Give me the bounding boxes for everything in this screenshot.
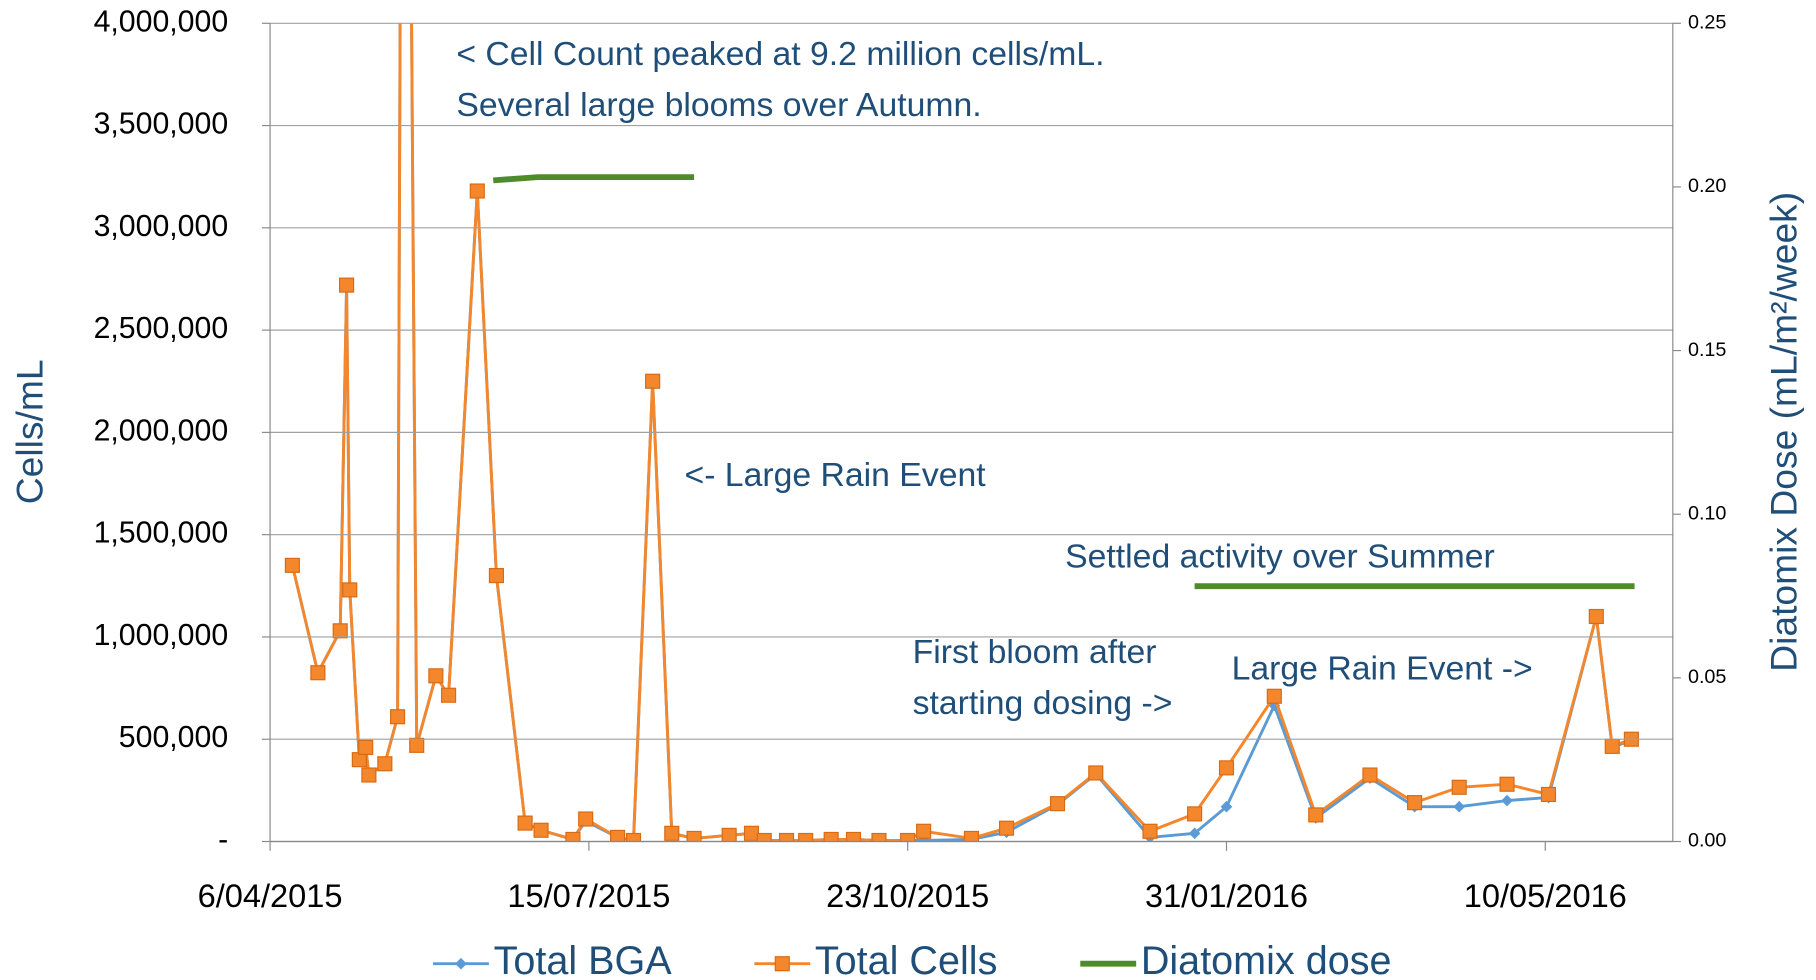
x-tick-label: 23/10/2015 bbox=[826, 877, 989, 914]
y2-tick-label: 0.10 bbox=[1688, 502, 1726, 524]
data-point bbox=[533, 822, 549, 838]
y2-tick-label: 0.05 bbox=[1688, 666, 1726, 688]
y2-tick-label: 0.20 bbox=[1688, 175, 1726, 197]
data-point bbox=[339, 277, 355, 293]
data-point bbox=[1540, 786, 1557, 803]
y-tick-label: - bbox=[218, 823, 228, 856]
data-point bbox=[332, 623, 348, 639]
plot-area bbox=[284, 23, 1639, 842]
data-point bbox=[1142, 823, 1158, 839]
data-point bbox=[441, 687, 457, 703]
data-point bbox=[488, 568, 504, 584]
data-point bbox=[1362, 767, 1378, 783]
annotation: Several large blooms over Autumn. bbox=[456, 86, 981, 124]
data-point bbox=[358, 739, 374, 755]
data-point bbox=[743, 825, 760, 841]
data-point bbox=[1453, 800, 1466, 813]
data-point bbox=[342, 582, 358, 598]
y-tick-label: 4,000,000 bbox=[94, 5, 229, 38]
data-point bbox=[686, 830, 702, 842]
data-point bbox=[610, 829, 626, 842]
x-tick-label: 31/01/2016 bbox=[1145, 877, 1308, 914]
data-point bbox=[721, 827, 737, 842]
annotation: starting dosing -> bbox=[913, 684, 1173, 722]
y2-tick-label: 0.00 bbox=[1688, 830, 1726, 852]
legend-marker bbox=[455, 957, 467, 970]
data-point bbox=[845, 831, 862, 842]
y-tick-label: 2,000,000 bbox=[94, 414, 229, 447]
data-point bbox=[916, 823, 932, 839]
data-point bbox=[1501, 794, 1513, 807]
data-point bbox=[1049, 796, 1066, 812]
data-point bbox=[778, 832, 795, 842]
y-tick-label: 2,500,000 bbox=[94, 312, 229, 345]
annotation: < Cell Count peaked at 9.2 million cells… bbox=[456, 35, 1104, 73]
legend-label: Total Cells bbox=[815, 939, 998, 980]
data-point bbox=[756, 832, 772, 842]
data-point bbox=[390, 709, 406, 725]
legend-label: Diatomix dose bbox=[1141, 939, 1392, 980]
data-point bbox=[1499, 776, 1515, 792]
annotation: Large Rain Event -> bbox=[1232, 649, 1533, 687]
y-tick-label: 1,500,000 bbox=[94, 517, 229, 550]
data-point bbox=[645, 373, 661, 389]
data-point bbox=[377, 756, 393, 772]
y2-tick-label: 0.15 bbox=[1688, 339, 1726, 361]
data-point bbox=[1187, 806, 1203, 822]
legend-marker bbox=[774, 956, 790, 972]
data-point bbox=[565, 831, 581, 842]
data-point bbox=[1604, 738, 1620, 754]
data-point bbox=[409, 737, 425, 753]
data-point bbox=[1220, 800, 1233, 813]
x-tick-label: 10/05/2016 bbox=[1464, 877, 1627, 914]
data-point bbox=[310, 665, 326, 681]
data-point bbox=[625, 832, 642, 842]
y-tick-label: 1,000,000 bbox=[94, 619, 229, 652]
x-tick-label: 6/04/2015 bbox=[198, 877, 343, 914]
data-point bbox=[428, 668, 444, 684]
data-point bbox=[798, 832, 814, 842]
annotation: First bloom after bbox=[913, 633, 1157, 671]
y2-axis-title: Diatomix Dose (mL/m²/week) bbox=[1763, 192, 1805, 672]
data-point bbox=[1407, 795, 1423, 811]
x-tick-label: 15/07/2015 bbox=[507, 877, 670, 914]
y-tick-label: 500,000 bbox=[119, 721, 228, 754]
data-point bbox=[664, 825, 680, 841]
data-point bbox=[517, 815, 533, 831]
data-point bbox=[578, 811, 594, 827]
y-tick-label: 3,500,000 bbox=[94, 108, 229, 141]
data-point bbox=[823, 831, 839, 842]
series-line bbox=[493, 174, 1635, 590]
data-point bbox=[1451, 779, 1467, 795]
series-line bbox=[290, 23, 1632, 842]
y2-tick-label: 0.25 bbox=[1688, 11, 1726, 33]
data-point bbox=[1588, 608, 1604, 625]
data-point bbox=[963, 830, 980, 842]
annotation: <- Large Rain Event bbox=[684, 456, 986, 494]
data-point bbox=[900, 832, 916, 842]
data-point bbox=[998, 820, 1015, 836]
data-point bbox=[1218, 760, 1235, 776]
data-point bbox=[871, 832, 887, 842]
data-point bbox=[469, 183, 485, 199]
data-point bbox=[284, 557, 300, 573]
data-point bbox=[1266, 688, 1282, 704]
data-point bbox=[1308, 807, 1324, 823]
data-point bbox=[361, 767, 377, 783]
annotation: Settled activity over Summer bbox=[1065, 538, 1495, 576]
data-point bbox=[1088, 765, 1104, 781]
y-tick-label: 3,000,000 bbox=[94, 210, 229, 243]
y-axis-title: Cells/mL bbox=[8, 359, 50, 504]
data-point bbox=[1188, 827, 1201, 840]
legend-label: Total BGA bbox=[494, 939, 673, 980]
